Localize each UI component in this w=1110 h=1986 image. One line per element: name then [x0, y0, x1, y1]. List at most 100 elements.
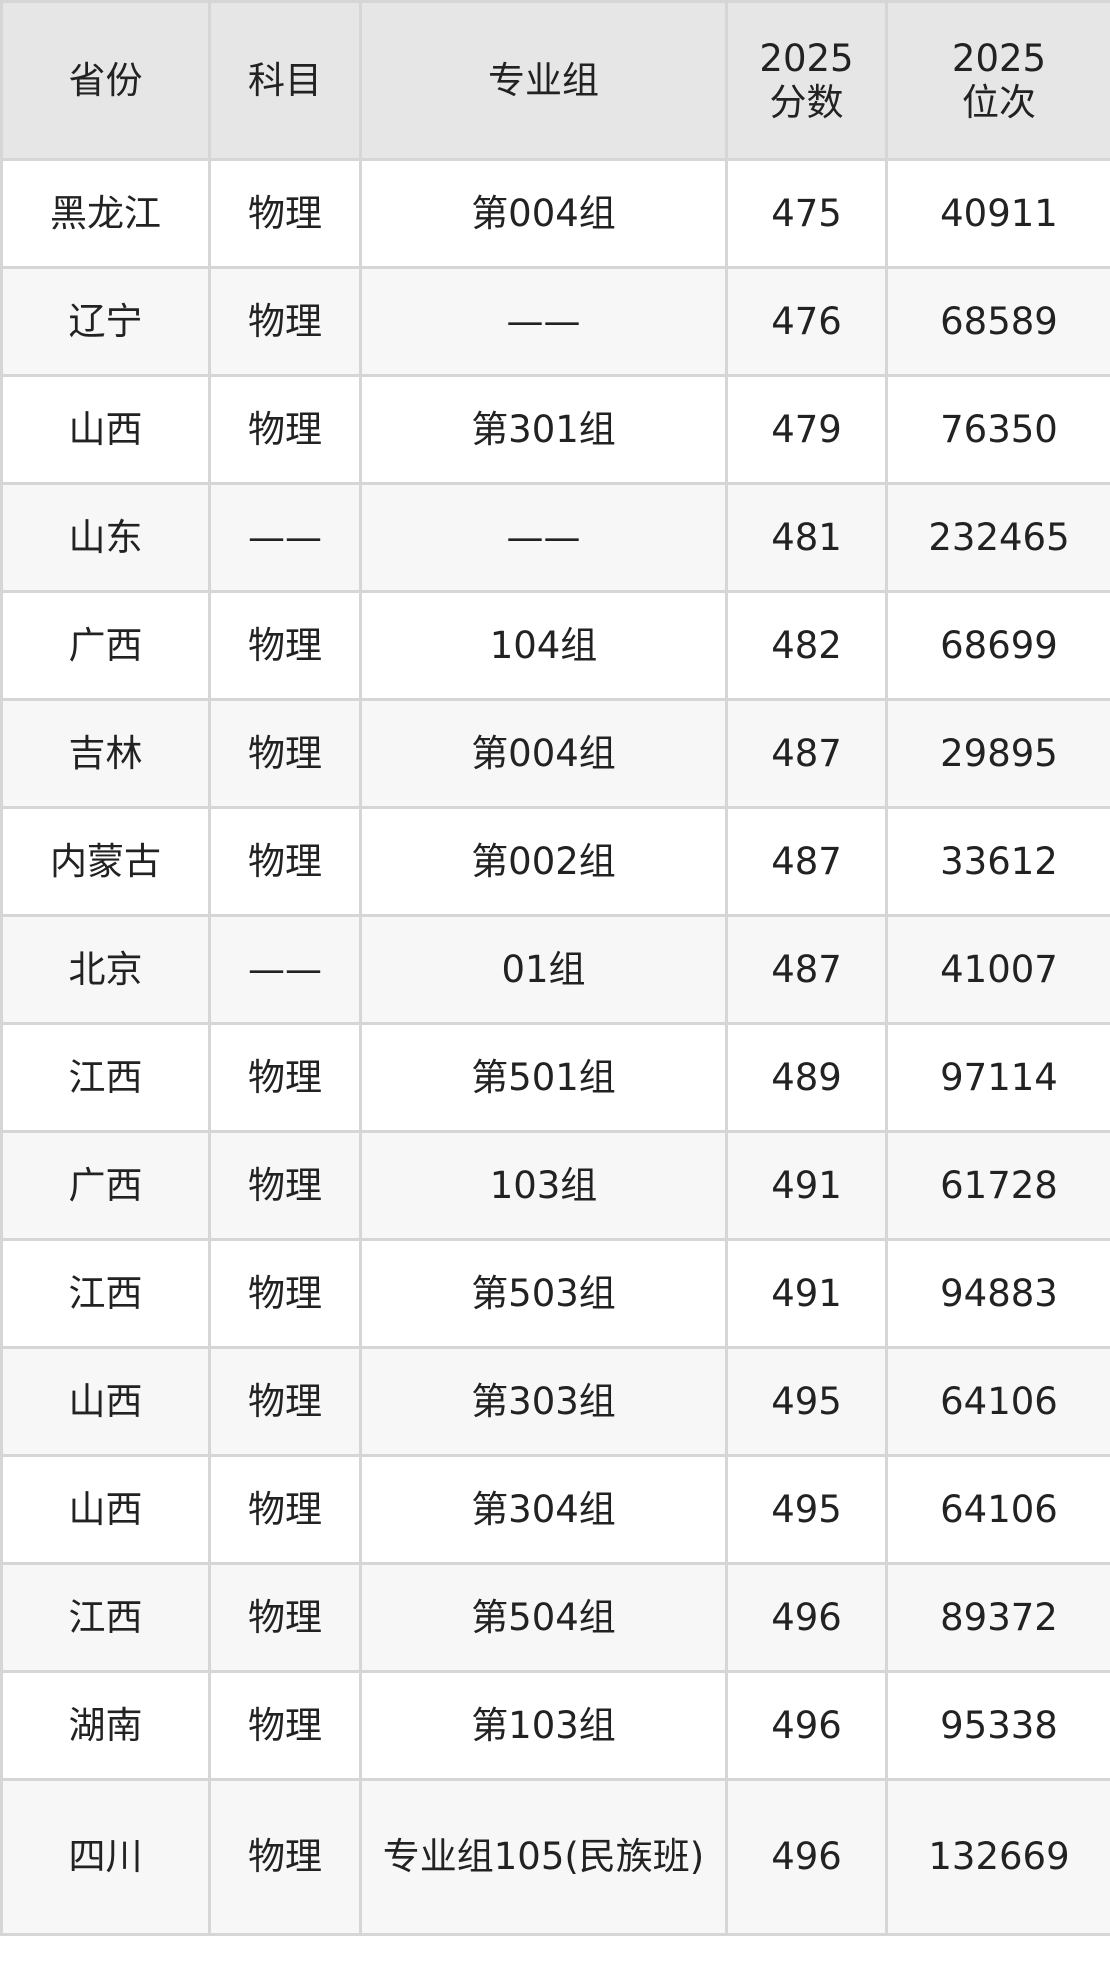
cell-rank: 64106 — [885, 1346, 1110, 1457]
column-header-line: 2025 — [951, 36, 1047, 80]
cell-score: 495 — [725, 1346, 888, 1457]
column-header-score: 2025 分数 — [725, 0, 888, 161]
cell-subject: 物理 — [208, 1238, 362, 1349]
cell-province: 黑龙江 — [0, 158, 211, 269]
cell-subject: 物理 — [208, 1562, 362, 1673]
cell-subject: 物理 — [208, 374, 362, 485]
cell-rank: 132669 — [885, 1778, 1110, 1936]
cell-subject: 物理 — [208, 1022, 362, 1133]
cell-province: 山西 — [0, 1454, 211, 1565]
cell-rank: 33612 — [885, 806, 1110, 917]
table-header-row: 省份 科目 专业组 2025 分数 2025 位次 — [0, 0, 1110, 161]
column-header-line: 专业组 — [488, 58, 599, 102]
cell-subject: 物理 — [208, 158, 362, 269]
table-row: 辽宁 物理 —— 476 68589 — [0, 266, 1110, 377]
cell-province: 北京 — [0, 914, 211, 1025]
cell-subject: 物理 — [208, 806, 362, 917]
cell-score: 482 — [725, 590, 888, 701]
table-row: 山西 物理 第301组 479 76350 — [0, 374, 1110, 485]
cell-rank: 89372 — [885, 1562, 1110, 1673]
cell-major-group: 专业组105(民族班) — [359, 1778, 728, 1936]
column-header-line: 省份 — [68, 58, 143, 102]
cell-major-group: 第304组 — [359, 1454, 728, 1565]
cell-score: 487 — [725, 806, 888, 917]
cell-rank: 29895 — [885, 698, 1110, 809]
cell-province: 湖南 — [0, 1670, 211, 1781]
cell-province: 广西 — [0, 590, 211, 701]
cell-province: 内蒙古 — [0, 806, 211, 917]
table-row: 江西 物理 第501组 489 97114 — [0, 1022, 1110, 1133]
cell-score: 475 — [725, 158, 888, 269]
table-row: 山西 物理 第303组 495 64106 — [0, 1346, 1110, 1457]
table-row: 北京 —— 01组 487 41007 — [0, 914, 1110, 1025]
cell-subject: 物理 — [208, 698, 362, 809]
column-header-subject: 科目 — [208, 0, 362, 161]
column-header-province: 省份 — [0, 0, 211, 161]
admission-score-table: 省份 科目 专业组 2025 分数 2025 位次 黑龙江 物理 第004组 475 40911 辽宁… — [0, 0, 1110, 1936]
cell-score: 496 — [725, 1778, 888, 1936]
cell-subject: 物理 — [208, 1454, 362, 1565]
cell-score: 491 — [725, 1130, 888, 1241]
cell-score: 495 — [725, 1454, 888, 1565]
table-row: 吉林 物理 第004组 487 29895 — [0, 698, 1110, 809]
cell-major-group: 104组 — [359, 590, 728, 701]
cell-rank: 40911 — [885, 158, 1110, 269]
cell-score: 496 — [725, 1670, 888, 1781]
cell-score: 481 — [725, 482, 888, 593]
cell-major-group: 第504组 — [359, 1562, 728, 1673]
cell-subject: —— — [208, 914, 362, 1025]
table-row: 湖南 物理 第103组 496 95338 — [0, 1670, 1110, 1781]
cell-major-group: —— — [359, 266, 728, 377]
cell-score: 489 — [725, 1022, 888, 1133]
cell-score: 491 — [725, 1238, 888, 1349]
cell-major-group: 第501组 — [359, 1022, 728, 1133]
cell-score: 487 — [725, 698, 888, 809]
cell-subject: 物理 — [208, 1130, 362, 1241]
cell-rank: 68699 — [885, 590, 1110, 701]
column-header-major-group: 专业组 — [359, 0, 728, 161]
cell-rank: 76350 — [885, 374, 1110, 485]
cell-subject: 物理 — [208, 1778, 362, 1936]
cell-province: 山东 — [0, 482, 211, 593]
cell-rank: 41007 — [885, 914, 1110, 1025]
cell-province: 江西 — [0, 1562, 211, 1673]
table-row: 山西 物理 第304组 495 64106 — [0, 1454, 1110, 1565]
cell-major-group: 第103组 — [359, 1670, 728, 1781]
table-row: 江西 物理 第503组 491 94883 — [0, 1238, 1110, 1349]
table-row: 广西 物理 104组 482 68699 — [0, 590, 1110, 701]
column-header-line: 2025 — [759, 36, 854, 80]
cell-subject: —— — [208, 482, 362, 593]
table-row: 江西 物理 第504组 496 89372 — [0, 1562, 1110, 1673]
cell-subject: 物理 — [208, 1670, 362, 1781]
cell-rank: 64106 — [885, 1454, 1110, 1565]
cell-rank: 61728 — [885, 1130, 1110, 1241]
cell-score: 479 — [725, 374, 888, 485]
cell-major-group: 第303组 — [359, 1346, 728, 1457]
cell-score: 476 — [725, 266, 888, 377]
table-row: 四川 物理 专业组105(民族班) 496 132669 — [0, 1778, 1110, 1936]
cell-subject: 物理 — [208, 1346, 362, 1457]
table-row: 黑龙江 物理 第004组 475 40911 — [0, 158, 1110, 269]
cell-major-group: 第301组 — [359, 374, 728, 485]
cell-province: 广西 — [0, 1130, 211, 1241]
cell-province: 江西 — [0, 1022, 211, 1133]
column-header-rank: 2025 位次 — [885, 0, 1110, 161]
cell-major-group: 01组 — [359, 914, 728, 1025]
column-header-line: 位次 — [962, 80, 1036, 124]
cell-rank: 97114 — [885, 1022, 1110, 1133]
cell-major-group: 第002组 — [359, 806, 728, 917]
table-row: 内蒙古 物理 第002组 487 33612 — [0, 806, 1110, 917]
cell-major-group: 第004组 — [359, 698, 728, 809]
cell-major-group: 第503组 — [359, 1238, 728, 1349]
cell-major-group: —— — [359, 482, 728, 593]
cell-rank: 68589 — [885, 266, 1110, 377]
column-header-line: 科目 — [248, 58, 322, 102]
cell-score: 487 — [725, 914, 888, 1025]
cell-score: 496 — [725, 1562, 888, 1673]
column-header-line: 分数 — [769, 80, 844, 124]
cell-province: 山西 — [0, 1346, 211, 1457]
cell-province: 吉林 — [0, 698, 211, 809]
cell-rank: 95338 — [885, 1670, 1110, 1781]
cell-rank: 232465 — [885, 482, 1110, 593]
cell-subject: 物理 — [208, 590, 362, 701]
